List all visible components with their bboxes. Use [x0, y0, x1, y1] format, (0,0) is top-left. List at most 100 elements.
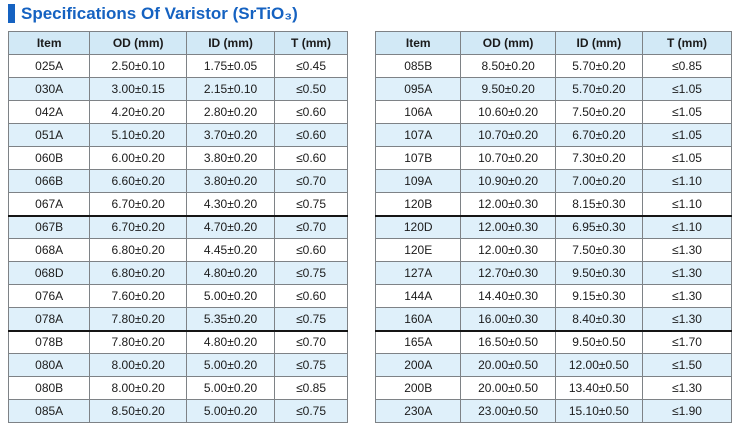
- table-cell: ≤1.90: [641, 399, 733, 423]
- spec-tables: Item OD (mm) ID (mm) T (mm) 025A 2.50±0.10 1.…: [7, 31, 733, 423]
- table-cell: 8.15±0.30: [554, 192, 643, 216]
- table-row: 078B 7.80±0.20 4.80±0.20 ≤0.70: [7, 329, 348, 354]
- table-cell: 120E: [374, 238, 462, 262]
- table-cell: 8.00±0.20: [89, 376, 187, 400]
- table-cell: 5.35±0.20: [185, 307, 276, 331]
- table-cell: ≤1.30: [641, 261, 733, 285]
- table-cell: 4.70±0.20: [185, 214, 276, 239]
- table-cell: 051A: [7, 123, 91, 147]
- table-row: 066B 6.60±0.20 3.80±0.20 ≤0.70: [7, 169, 348, 193]
- table-cell: 8.50±0.20: [460, 54, 556, 78]
- table-cell: 4.30±0.20: [185, 192, 276, 216]
- table-cell: 6.70±0.20: [554, 123, 643, 147]
- table-row: 080B 8.00±0.20 5.00±0.20 ≤0.85: [7, 376, 348, 400]
- table-cell: 10.90±0.20: [460, 169, 556, 193]
- table-row: 200A 20.00±0.50 12.00±0.50 ≤1.50: [374, 353, 733, 377]
- table-row: 165A 16.50±0.50 9.50±0.50 ≤1.70: [374, 329, 733, 354]
- table-cell: 042A: [7, 100, 91, 124]
- table-cell: 7.50±0.30: [554, 238, 643, 262]
- title-row: Specifications Of Varistor (SrTiO₃): [8, 3, 732, 24]
- table-cell: ≤0.85: [641, 54, 733, 78]
- table-cell: ≤1.70: [641, 329, 733, 354]
- table-row: 120B 12.00±0.30 8.15±0.30 ≤1.10: [374, 192, 733, 216]
- table-cell: ≤1.05: [641, 123, 733, 147]
- table-cell: 165A: [374, 329, 462, 354]
- table-cell: ≤1.10: [641, 192, 733, 216]
- table-cell: ≤0.60: [274, 123, 348, 147]
- table-row: 042A 4.20±0.20 2.80±0.20 ≤0.60: [7, 100, 348, 124]
- table-row: 200B 20.00±0.50 13.40±0.50 ≤1.30: [374, 376, 733, 400]
- spec-table-left: Item OD (mm) ID (mm) T (mm) 025A 2.50±0.10 1.…: [7, 31, 348, 423]
- table-cell: 6.95±0.30: [554, 214, 643, 239]
- table-cell: 066B: [7, 169, 91, 193]
- table-cell: 067B: [7, 214, 91, 239]
- table-cell: ≤1.30: [641, 238, 733, 262]
- table-cell: 12.00±0.30: [460, 214, 556, 239]
- table-cell: 1.75±0.05: [185, 54, 276, 78]
- table-row: 106A 10.60±0.20 7.50±0.20 ≤1.05: [374, 100, 733, 124]
- table-cell: 120B: [374, 192, 462, 216]
- table-cell: 085B: [374, 54, 462, 78]
- table-cell: 5.70±0.20: [554, 77, 643, 101]
- spec-table-right: Item OD (mm) ID (mm) T (mm) 085B 8.50±0.20 5.…: [374, 31, 733, 423]
- table-cell: 7.80±0.20: [89, 307, 187, 331]
- table-cell: 4.80±0.20: [185, 329, 276, 354]
- table-row: 107A 10.70±0.20 6.70±0.20 ≤1.05: [374, 123, 733, 147]
- table-row: 160A 16.00±0.30 8.40±0.30 ≤1.30: [374, 307, 733, 331]
- header-row: Item OD (mm) ID (mm) T (mm): [374, 31, 733, 55]
- table-cell: 20.00±0.50: [460, 353, 556, 377]
- table-row: 068D 6.80±0.20 4.80±0.20 ≤0.75: [7, 261, 348, 285]
- table-cell: ≤0.85: [274, 376, 348, 400]
- table-cell: 5.10±0.20: [89, 123, 187, 147]
- header-row: Item OD (mm) ID (mm) T (mm): [7, 31, 348, 55]
- table-cell: 8.00±0.20: [89, 353, 187, 377]
- table-cell: 127A: [374, 261, 462, 285]
- table-cell: 085A: [7, 399, 91, 423]
- table-row: 076A 7.60±0.20 5.00±0.20 ≤0.60: [7, 284, 348, 308]
- table-cell: 5.00±0.20: [185, 399, 276, 423]
- column-header: T (mm): [274, 31, 348, 55]
- table-cell: ≤0.70: [274, 169, 348, 193]
- table-cell: ≤0.60: [274, 146, 348, 170]
- table-cell: 060B: [7, 146, 91, 170]
- table-cell: 12.00±0.30: [460, 238, 556, 262]
- table-cell: 8.40±0.30: [554, 307, 643, 331]
- table-cell: 6.00±0.20: [89, 146, 187, 170]
- table-cell: 3.00±0.15: [89, 77, 187, 101]
- table-cell: ≤1.05: [641, 146, 733, 170]
- table-cell: 6.60±0.20: [89, 169, 187, 193]
- table-row: 067A 6.70±0.20 4.30±0.20 ≤0.75: [7, 192, 348, 216]
- table-row: 230A 23.00±0.50 15.10±0.50 ≤1.90: [374, 399, 733, 423]
- table-cell: 9.15±0.30: [554, 284, 643, 308]
- table-cell: 3.80±0.20: [185, 169, 276, 193]
- table-cell: 10.70±0.20: [460, 123, 556, 147]
- table-cell: 5.00±0.20: [185, 376, 276, 400]
- table-cell: 9.50±0.50: [554, 329, 643, 354]
- table-cell: 025A: [7, 54, 91, 78]
- table-cell: ≤0.70: [274, 214, 348, 239]
- table-cell: 7.60±0.20: [89, 284, 187, 308]
- table-cell: 6.80±0.20: [89, 238, 187, 262]
- table-cell: 076A: [7, 284, 91, 308]
- table-cell: 107B: [374, 146, 462, 170]
- table-cell: 5.00±0.20: [185, 353, 276, 377]
- table-cell: 20.00±0.50: [460, 376, 556, 400]
- table-cell: 23.00±0.50: [460, 399, 556, 423]
- table-cell: ≤1.05: [641, 100, 733, 124]
- table-cell: 5.70±0.20: [554, 54, 643, 78]
- table-cell: 144A: [374, 284, 462, 308]
- table-row: 025A 2.50±0.10 1.75±0.05 ≤0.45: [7, 54, 348, 78]
- table-cell: 5.00±0.20: [185, 284, 276, 308]
- table-cell: 078A: [7, 307, 91, 331]
- column-header: ID (mm): [185, 31, 276, 55]
- table-cell: 12.70±0.30: [460, 261, 556, 285]
- page: Specifications Of Varistor (SrTiO₃) Item…: [7, 3, 733, 423]
- page-title: Specifications Of Varistor (SrTiO₃): [21, 3, 298, 23]
- table-cell: 2.15±0.10: [185, 77, 276, 101]
- table-cell: 230A: [374, 399, 462, 423]
- table-row: 144A 14.40±0.30 9.15±0.30 ≤1.30: [374, 284, 733, 308]
- table-cell: ≤0.75: [274, 192, 348, 216]
- table-cell: 120D: [374, 214, 462, 239]
- table-cell: 106A: [374, 100, 462, 124]
- table-row: 107B 10.70±0.20 7.30±0.20 ≤1.05: [374, 146, 733, 170]
